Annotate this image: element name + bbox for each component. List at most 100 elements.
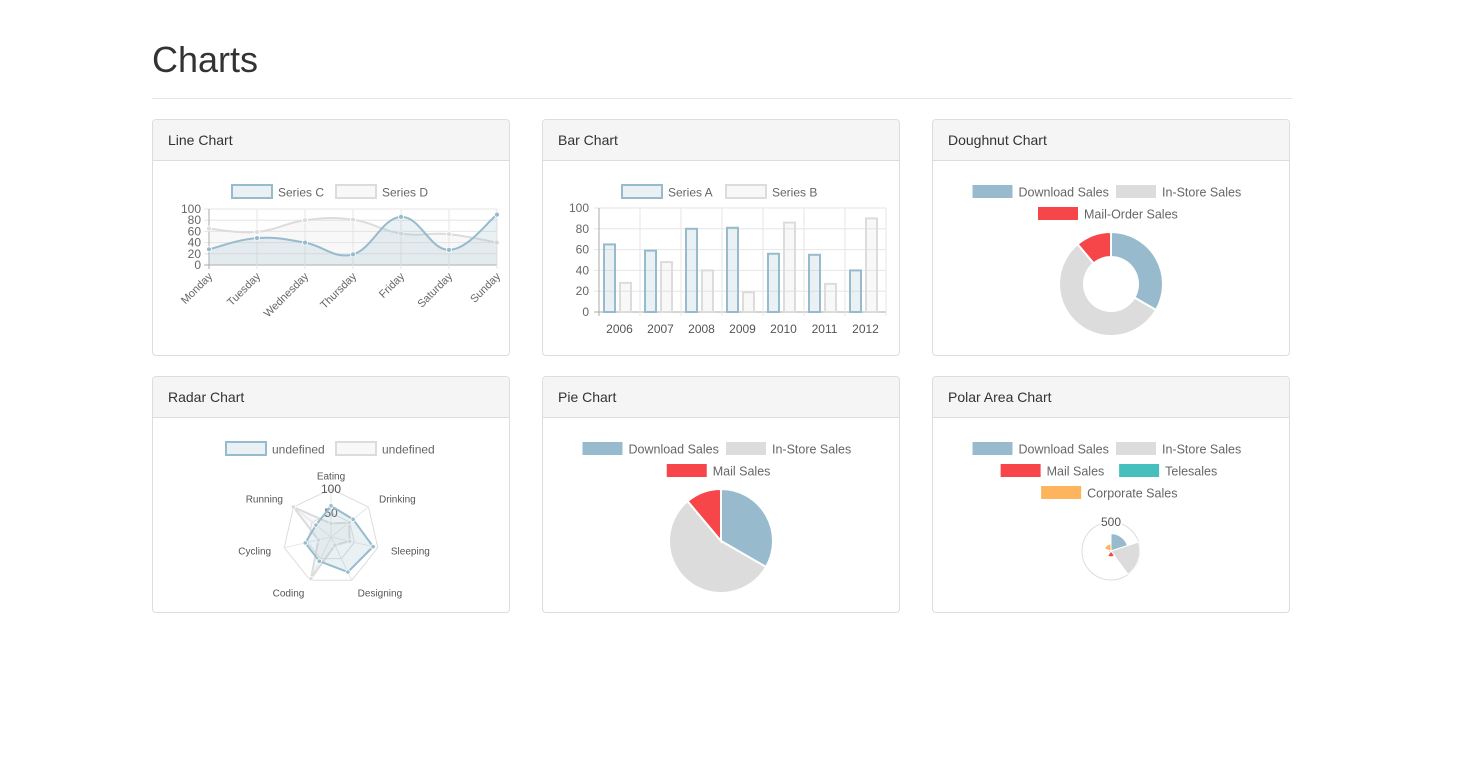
pie-chart-heading: Pie Chart [543,377,899,418]
y-tick-label: 20 [576,284,590,298]
data-point-series-c [446,246,452,253]
y-tick-label: 0 [582,305,589,319]
data-point-series-d [350,216,356,223]
bar-series-b-2006 [619,281,632,313]
data-point-series-d [446,231,452,238]
x-tick-label: 2010 [770,322,797,336]
x-tick-label: Tuesday [225,270,263,308]
legend-swatch-series-b [725,184,767,199]
radar-point-0 [370,544,376,550]
radar-spoke [309,536,332,581]
radar-point-0 [302,540,308,546]
radar-chart-heading: Radar Chart [153,377,509,418]
line-chart-panel: Line Chart Series C Series D 0 20 40 60 80 100 M… [152,119,510,356]
slice-in-store-sales [1058,242,1158,337]
series-area-series-c [209,214,497,265]
data-point-series-d [302,217,308,224]
data-point-series-d [254,229,260,235]
x-tick-label: 2011 [812,322,838,336]
radar-point-0 [316,558,322,564]
radar-point-1 [315,537,321,543]
legend-label-in-store-sales: In-Store Sales [772,443,851,457]
data-point-series-d [206,225,212,232]
y-tick-label: 100 [181,202,201,216]
radar-point-1 [332,542,338,548]
legend-swatch-download-sales [972,442,1013,455]
bar-series-a-2012 [849,269,862,313]
radar-axis-label-cycling: Cycling [238,547,271,558]
x-tick-label: Saturday [416,270,456,310]
legend-swatch-series-d [335,184,377,199]
slice-download-sales [1110,230,1164,312]
slice-in-store-sales [668,499,768,594]
radar-chart: undefined undefined Eating Drinking Sleeping… [225,441,435,599]
legend-label-download-sales: Download Sales [629,443,719,457]
bar-series-a-2010 [767,252,780,314]
x-tick-label: 2008 [688,322,715,336]
data-point-series-d [398,230,404,237]
x-tick-label: 2012 [852,322,879,336]
title-divider [152,98,1292,99]
y-tick-label: 80 [576,222,590,236]
radar-gridline [283,488,379,581]
bar-chart: Series A Series B 0 20 40 60 80 100 2006 2007 2008… [569,184,887,336]
legend-label-mail-sales: Mail Sales [1047,465,1105,479]
doughnut-chart-heading: Doughnut Chart [933,120,1289,161]
legend-swatch-undefined [335,441,377,456]
bar-series-b-2007 [660,261,673,313]
bar-series-a-2009 [726,226,739,313]
radar-point-1 [308,575,314,582]
y-tick-label: 0 [194,258,201,272]
radar-chart-panel: Radar Chart undefined undefined Eating Drin… [152,376,510,613]
legend-swatch-in-store-sales [726,442,766,455]
radar-axis-label-designing: Designing [358,588,402,599]
polar-area-chart: Download Sales In-Store Sales Mail Sales Te… [972,442,1241,581]
bar-series-a-2006 [603,243,616,313]
radar-point-0 [313,522,319,528]
legend-swatch-telesales [1119,464,1160,477]
x-tick-label: Sunday [468,270,503,305]
legend-swatch-in-store-sales [1116,442,1156,455]
radar-point-1 [290,504,297,510]
radar-tick-label: 100 [321,482,341,496]
y-tick-label: 40 [576,263,590,277]
x-tick-label: 2006 [606,322,633,336]
y-tick-label: 100 [569,201,589,215]
legend-label-in-store-sales: In-Store Sales [1162,443,1241,457]
page-title: Charts [152,39,259,80]
y-tick-label: 80 [188,213,202,227]
bar-series-b-2011 [824,282,837,313]
polar-segment-in-store-sales [1110,541,1141,576]
line-chart-heading: Line Chart [153,120,509,161]
polar-segment-mail-sales [1106,550,1116,558]
data-point-series-c [302,239,308,246]
legend-swatch-mail-sales [1000,464,1041,477]
series-area-series-d [209,217,497,265]
data-point-series-d [494,239,500,246]
legend-label-series-b: Series B [772,186,817,200]
radar-point-0 [345,569,351,575]
polar-chart-heading: Polar Area Chart [933,377,1289,418]
legend-swatch-series-a [621,184,663,199]
y-tick-label: 60 [576,243,590,257]
legend-swatch-download-sales [582,442,623,455]
bar-series-a-2007 [644,249,657,313]
radar-point-1 [347,538,353,544]
slice-mail-sales [686,487,722,544]
radar-point-0 [350,516,356,522]
pie-chart-panel: Pie Chart Download Sales In-Store Sales Ma… [542,376,900,613]
legend-label-corporate-sales: Corporate Sales [1087,487,1177,501]
legend-swatch-download-sales [972,185,1013,198]
polar-tick-label: 500 [1101,515,1121,529]
radar-point-0 [328,503,334,509]
legend-label-in-store-sales: In-Store Sales [1162,186,1241,200]
polar-chart-panel: Polar Area Chart Download Sales In-Store … [932,376,1290,613]
bar-chart-panel: Bar Chart Series A Series B 0 20 40 60 80 100 20… [542,119,900,356]
radar-axis-label-running: Running [246,495,283,506]
bar-series-a-2011 [808,253,821,314]
y-tick-label: 60 [188,224,202,238]
bar-series-b-2010 [783,221,796,314]
legend-label-series-d: Series D [382,186,428,200]
radar-spoke [293,506,332,538]
